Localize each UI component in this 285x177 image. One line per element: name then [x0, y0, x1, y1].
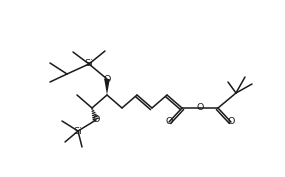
Text: O: O	[196, 104, 204, 113]
Text: O: O	[103, 75, 111, 84]
Polygon shape	[104, 79, 110, 95]
Text: Si: Si	[74, 127, 82, 136]
Text: O: O	[165, 118, 173, 127]
Text: Si: Si	[85, 59, 93, 68]
Text: O: O	[92, 116, 100, 124]
Text: O: O	[227, 118, 235, 127]
